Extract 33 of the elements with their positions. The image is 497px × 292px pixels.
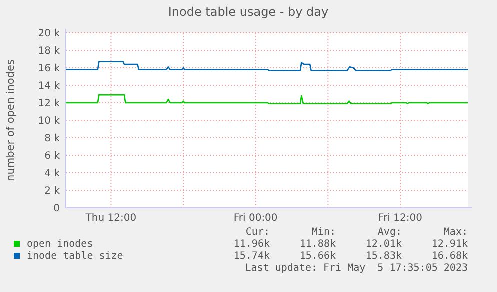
- y-tick-label: 0: [54, 204, 60, 214]
- text: Cur:: [246, 227, 270, 238]
- y-tick-label: 14 k: [38, 81, 60, 92]
- text: 15.83k: [366, 251, 402, 262]
- y-tick-label: 16 k: [38, 64, 60, 74]
- legend-label: inode table size: [27, 251, 124, 262]
- y-tick-label: 18 k: [38, 46, 60, 57]
- text: Min:: [312, 227, 336, 238]
- legend-label: open inodes: [27, 239, 94, 250]
- y-axis-title: number of open inodes: [5, 60, 17, 182]
- y-tick-label: 6 k: [44, 151, 60, 162]
- text: 12.01k: [366, 239, 402, 250]
- y-tick-label: 12 k: [38, 98, 60, 110]
- y-tick-label: 20 k: [38, 28, 60, 40]
- text: 16.68k: [432, 251, 468, 262]
- line-series: [65, 61, 469, 72]
- text: 12.91k: [432, 239, 468, 250]
- text: 15.66k: [300, 251, 336, 262]
- y-tick-label: 8 k: [44, 134, 60, 144]
- x-tick-label: Thu 12:00: [84, 213, 137, 224]
- y-tick-label: 4 k: [44, 168, 60, 180]
- text: Last update: Fri May 5 17:35:05 2023: [245, 263, 468, 274]
- text: 11.96k: [234, 239, 270, 250]
- y-tick-label: 2 k: [44, 186, 60, 197]
- x-tick-label: Fri 12:00: [378, 213, 422, 224]
- y-tick-label: 10 k: [38, 116, 60, 127]
- line-series: [65, 94, 469, 105]
- text: Avg:: [378, 227, 402, 238]
- chart-title: Inode table usage - by day: [168, 5, 329, 19]
- text: Max:: [444, 227, 468, 238]
- text: 11.88k: [300, 239, 336, 250]
- x-tick-label: Fri 00:00: [234, 213, 278, 224]
- text: 15.74k: [234, 251, 270, 262]
